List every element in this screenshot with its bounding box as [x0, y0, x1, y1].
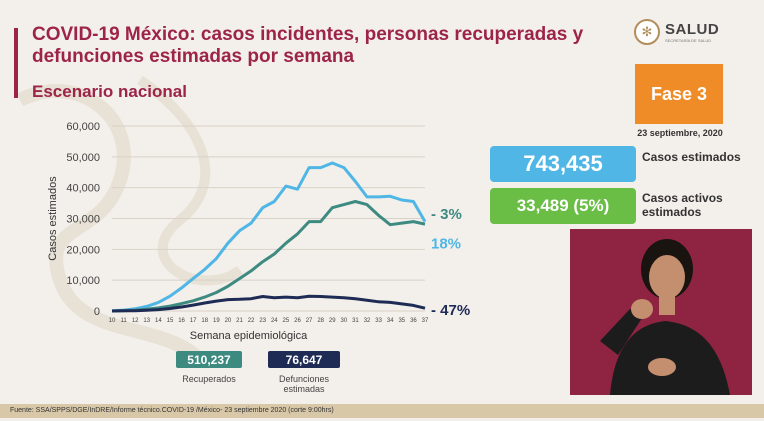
x-tick-label: 20 [225, 318, 232, 324]
x-tick-label: 28 [317, 318, 324, 324]
x-axis-title: Semana epidemiológica [190, 330, 308, 342]
x-tick-label: 16 [178, 318, 185, 324]
series-line-0 [111, 161, 427, 313]
active-cases-value: 33,489 (5%) [490, 188, 636, 224]
y-tick-label: 40,000 [66, 183, 100, 195]
logo-subtitle: SECRETARÍA DE SALUD [665, 38, 712, 43]
sign-language-interpreter-video [570, 229, 752, 395]
eagle-seal-icon: ✻ [634, 19, 660, 45]
x-tick-label: 35 [398, 318, 405, 324]
x-tick-label: 17 [190, 318, 197, 324]
x-tick-label: 10 [109, 318, 116, 324]
ornament-pattern [16, 75, 243, 366]
y-tick-label: 20,000 [66, 244, 100, 256]
x-tick-label: 12 [132, 318, 139, 324]
x-tick-label: 25 [283, 318, 290, 324]
estimated-cases-value: 743,435 [490, 146, 636, 182]
x-tick-label: 18 [201, 318, 208, 324]
x-tick-label: 30 [341, 318, 348, 324]
x-tick-label: 26 [294, 318, 301, 324]
y-tick-label: 30,000 [66, 214, 100, 226]
x-tick-label: 14 [155, 318, 162, 324]
x-tick-label: 37 [422, 318, 429, 324]
deaths-total: 76,647 [268, 351, 340, 368]
x-tick-label: 33 [375, 318, 382, 324]
x-tick-label: 19 [213, 318, 220, 324]
series-end-label: - 47% [431, 302, 470, 319]
x-tick-label: 24 [271, 318, 278, 324]
report-date: 23 septiembre, 2020 [637, 128, 723, 138]
y-tick-label: 0 [94, 306, 100, 318]
recovered-label: Recuperados [182, 374, 236, 384]
y-tick-label: 10,000 [66, 275, 100, 287]
series-line-1 [111, 200, 426, 313]
x-tick-label: 11 [120, 318, 127, 324]
title-accent-bar [14, 28, 18, 98]
y-tick-label: 60,000 [66, 121, 100, 133]
salud-logo: ✻ SALUD SECRETARÍA DE SALUD [634, 16, 734, 48]
x-tick-label: 34 [387, 318, 394, 324]
series-end-label: 18% [431, 236, 461, 253]
x-tick-label: 23 [259, 318, 266, 324]
deaths-label: Defunciones estimadas [278, 374, 330, 394]
weekly-cases-chart: 0 10,000 20,000 30,000 40,000 50,000 60,000 10 1… [47, 121, 470, 342]
logo-name: SALUD [665, 21, 720, 38]
x-tick-label: 21 [236, 318, 243, 324]
series-end-label: - 3% [431, 206, 462, 223]
x-tick-label: 27 [306, 318, 313, 324]
recovered-total: 510,237 [176, 351, 242, 368]
page-subtitle: Escenario nacional [32, 82, 187, 101]
y-tick-label: 50,000 [66, 152, 100, 164]
page-title: COVID-19 México: casos incidentes, perso… [32, 24, 584, 67]
x-tick-label: 22 [248, 318, 255, 324]
x-tick-label: 32 [364, 318, 371, 324]
phase-badge: Fase 3 [635, 64, 723, 124]
y-axis-title: Casos estimados [47, 176, 59, 261]
x-tick-label: 31 [352, 318, 359, 324]
estimated-cases-label: Casos estimados [642, 150, 741, 164]
interpreter-figure-icon [600, 239, 730, 395]
series-line-2 [111, 294, 426, 313]
x-tick-label: 13 [143, 318, 150, 324]
source-footer: Fuente: SSA/SPPS/DGE/InDRE/Informe técni… [0, 404, 764, 418]
x-tick-label: 29 [329, 318, 336, 324]
x-tick-label: 15 [167, 318, 174, 324]
x-tick-label: 36 [410, 318, 417, 324]
active-cases-label: Casos activos estimados [642, 191, 723, 219]
